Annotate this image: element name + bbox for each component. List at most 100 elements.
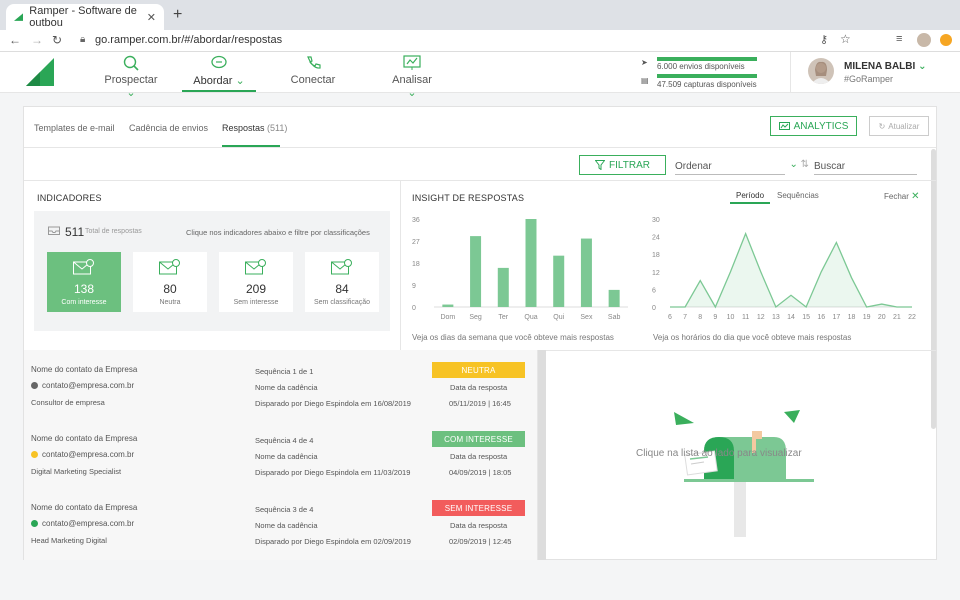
x-tick-label: 21: [893, 314, 901, 321]
search-input[interactable]: Buscar: [814, 161, 917, 175]
order-select[interactable]: Ordenar ⌄ ⇅: [675, 159, 809, 175]
captures-quota-bar: [657, 74, 757, 78]
ramper-logo[interactable]: [26, 58, 54, 86]
x-tick-label: 19: [863, 314, 871, 321]
y-tick-label: 18: [412, 261, 420, 268]
x-tick-label: 14: [787, 314, 795, 321]
forward-icon[interactable]: →: [31, 33, 43, 47]
contact-role: Head Marketing Digital: [31, 536, 107, 545]
nav-conectar[interactable]: Conectar: [288, 54, 338, 86]
nav-prospectar[interactable]: Prospectar ⌄: [103, 54, 159, 99]
list-item[interactable]: Nome do contato da Empresa contato@empre…: [24, 419, 538, 488]
cadence-name: Nome da cadência: [255, 452, 318, 461]
profile-avatar[interactable]: [917, 33, 931, 47]
chevron-down-icon: ⌄: [918, 61, 927, 72]
status-badge: COM INTERESSE: [432, 431, 525, 447]
total-responses-value: 511: [65, 225, 85, 239]
user-avatar[interactable]: [808, 58, 834, 84]
tab-sequences[interactable]: Sequências: [777, 191, 819, 200]
back-icon[interactable]: ←: [9, 33, 21, 47]
status-dot: [31, 451, 38, 458]
page-scrollbar[interactable]: [931, 149, 936, 429]
tab-responses[interactable]: Respostas (511): [222, 123, 288, 133]
list-item[interactable]: Nome do contato da Empresa contato@empre…: [24, 350, 538, 419]
chevron-down-icon: ⌄: [235, 75, 245, 87]
reload-icon[interactable]: ↻: [52, 33, 63, 47]
divider: [400, 181, 401, 350]
divider: [24, 180, 936, 181]
analytics-icon: [403, 55, 421, 70]
y-tick-label: 12: [652, 270, 660, 277]
indicator-no-interest[interactable]: 209 Sem interesse: [219, 252, 293, 312]
nav-label: Prospectar: [104, 74, 158, 86]
sends-quota-text: 6.000 envios disponíveis: [657, 62, 745, 71]
x-tick-label: 13: [772, 314, 780, 321]
url-bar[interactable]: go.ramper.com.br/#/abordar/respostas: [95, 34, 283, 46]
x-tick-label: Ter: [498, 314, 508, 321]
media-icon[interactable]: ≡: [896, 33, 903, 45]
responses-list: Nome do contato da Empresa contato@empre…: [24, 350, 538, 560]
update-button[interactable]: ↻ Atualizar: [869, 116, 929, 136]
chevron-down-icon: ⌄ ⇅: [789, 159, 809, 170]
browser-tab[interactable]: Ramper - Software de outbou ✕: [6, 4, 164, 30]
contact-name: Nome do contato da Empresa: [31, 503, 138, 512]
hour-area-chart: 30 24 18 12 6 0 6 7 8 9 10 11 12 13 14 15 16 17 18 19 20 21 22: [652, 217, 916, 321]
indicator-with-interest[interactable]: 138 Com interesse: [47, 252, 121, 312]
chevron-down-icon: ⌄: [407, 87, 417, 99]
x-tick-label: 8: [698, 314, 702, 321]
tab-templates[interactable]: Templates de e-mail: [34, 123, 115, 133]
chevron-down-icon: ⌄: [126, 87, 136, 99]
tab-cadence[interactable]: Cadência de envios: [129, 123, 209, 133]
contact-name: Nome do contato da Empresa: [31, 434, 138, 443]
response-date: 05/11/2019 | 16:45: [449, 399, 511, 408]
y-tick-label: 6: [652, 287, 656, 294]
star-icon[interactable]: ☆: [840, 32, 851, 46]
indicator-unclassified[interactable]: 84 Sem classificação: [305, 252, 379, 312]
filter-button[interactable]: FILTRAR: [579, 155, 666, 175]
new-tab-icon[interactable]: +: [173, 6, 183, 23]
header-divider: [790, 52, 791, 93]
tab-period[interactable]: Período: [736, 191, 765, 200]
extension-icon[interactable]: [940, 34, 952, 46]
indicator-neutral[interactable]: 80 Neutra: [133, 252, 207, 312]
insight-title: INSIGHT DE RESPOSTAS: [412, 193, 525, 203]
contact-role: Digital Marketing Specialist: [31, 467, 122, 476]
x-tick-label: 9: [713, 314, 717, 321]
key-icon[interactable]: ⚷: [820, 34, 829, 46]
total-responses-label: Total de respostas: [85, 228, 142, 235]
list-scrollbar[interactable]: [538, 350, 546, 560]
status-badge: SEM INTERESSE: [432, 500, 525, 516]
analytics-icon: [778, 121, 790, 130]
user-handle: #GoRamper: [844, 74, 894, 84]
response-date-label: Data da resposta: [450, 521, 508, 530]
x-tick-label: Sex: [580, 314, 593, 321]
list-item[interactable]: Nome do contato da Empresa contato@empre…: [24, 488, 538, 557]
close-tab-icon[interactable]: ✕: [146, 11, 156, 24]
analytics-button[interactable]: ANALYTICS: [770, 116, 857, 136]
close-insight-button[interactable]: Fechar ✕: [884, 191, 920, 202]
app-header: Prospectar ⌄ Abordar ⌄ Conectar Analisar…: [0, 52, 960, 99]
user-name[interactable]: MILENA BALBI ⌄: [844, 61, 927, 72]
nav-analisar[interactable]: Analisar ⌄: [388, 54, 436, 99]
x-tick-label: 15: [802, 314, 810, 321]
close-icon: ✕: [911, 191, 920, 202]
weekday-bar-chart: 36 27 18 9 0 Dom Seg Ter Qua Qui Sex Sab: [412, 217, 628, 321]
contact-email: contato@empresa.com.br: [31, 381, 134, 390]
nav-label: Abordar: [193, 75, 233, 87]
nav-abordar[interactable]: Abordar ⌄: [190, 54, 248, 87]
sort-icon: ⇅: [800, 159, 809, 170]
captures-quota-text: 47.509 capturas disponíveis: [657, 80, 757, 89]
envelope-icon: [73, 259, 94, 275]
x-tick-label: 16: [817, 314, 825, 321]
y-tick-label: 30: [652, 217, 660, 224]
bar: [580, 238, 592, 307]
bar: [470, 236, 482, 307]
y-tick-label: 9: [412, 283, 416, 290]
bar: [497, 267, 509, 307]
response-date-label: Data da resposta: [450, 452, 508, 461]
chat-icon: [211, 55, 227, 69]
status-dot: [31, 382, 38, 389]
y-tick-label: 24: [652, 235, 660, 242]
indicators-hint: Clique nos indicadores abaixo e filtre p…: [186, 228, 370, 237]
browser-toolbar: ← → ↻ 🔒︎ go.ramper.com.br/#/abordar/resp…: [0, 30, 960, 76]
